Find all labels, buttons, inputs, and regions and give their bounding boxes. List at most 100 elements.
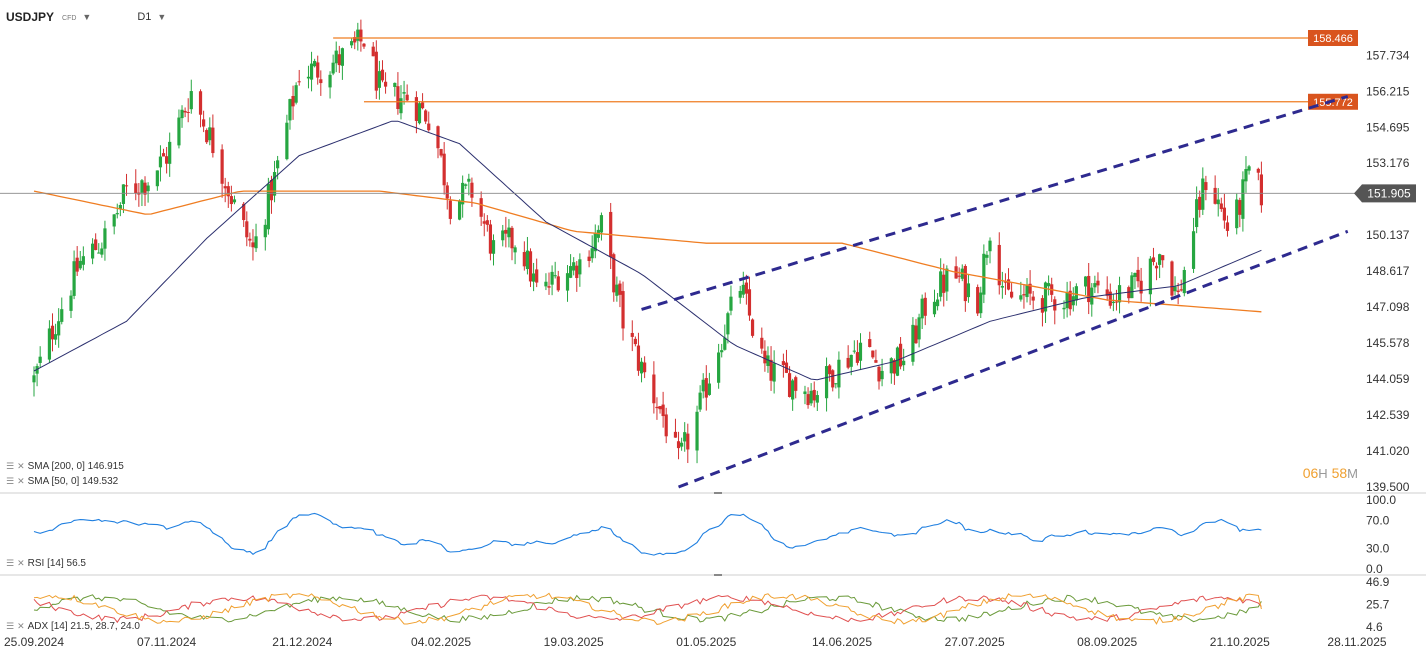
candle-body <box>445 185 449 199</box>
candle-body <box>935 299 940 307</box>
candle-body <box>615 284 619 296</box>
legend-sma50-text: SMA [50, 0] 149.532 <box>27 476 119 487</box>
candle-body <box>205 130 209 143</box>
candle-body <box>291 96 295 107</box>
timer-minutes: 58 <box>1331 465 1348 481</box>
adx-tick-label: 25.7 <box>1366 598 1390 612</box>
candle-body <box>485 220 489 225</box>
candle-body <box>744 282 748 294</box>
candle-body <box>535 269 539 283</box>
date-tick-label: 14.06.2025 <box>812 635 872 649</box>
candle-body <box>420 102 425 109</box>
candle-body <box>815 395 819 403</box>
candle-body <box>553 275 557 277</box>
candle-body <box>550 271 554 285</box>
candle-body <box>251 242 255 248</box>
candle-body <box>633 338 637 345</box>
candle-body <box>1136 269 1140 282</box>
candle-body <box>902 360 906 366</box>
candle-body <box>448 200 452 219</box>
candle-body <box>306 76 311 79</box>
candle-body <box>738 290 742 298</box>
candle-body <box>457 200 462 220</box>
candle-body <box>892 360 897 374</box>
candle-body <box>704 378 708 398</box>
candle-body <box>1191 231 1196 269</box>
candle-body <box>356 29 360 41</box>
candle-body <box>565 273 570 291</box>
adx-tick-label: 46.9 <box>1366 575 1390 589</box>
candle-body <box>316 62 320 78</box>
candle-body <box>140 180 144 193</box>
settings-list-icon[interactable]: ☰ <box>6 558 15 568</box>
candle-body <box>124 185 129 187</box>
candle-body <box>501 230 505 241</box>
candle-body <box>399 98 403 114</box>
candle-body <box>578 259 582 275</box>
candle-body <box>334 50 338 64</box>
candle-body <box>380 69 385 81</box>
candle-body <box>38 356 42 363</box>
candle-body <box>528 251 533 282</box>
timeframe-dropdown-chevron-down-icon[interactable]: ▼ <box>157 12 167 22</box>
close-icon[interactable]: ✕ <box>17 476 25 486</box>
candle-body <box>763 350 767 364</box>
candle-body <box>1019 295 1023 300</box>
settings-list-icon[interactable]: ☰ <box>6 476 15 486</box>
candle-body <box>1151 257 1156 262</box>
price-tick-label: 142.539 <box>1366 408 1410 422</box>
candle-body <box>1182 270 1186 294</box>
candle-body <box>60 309 64 322</box>
settings-list-icon[interactable]: ☰ <box>6 621 15 631</box>
candle-body <box>1201 178 1205 210</box>
level-price-label: 158.466 <box>1313 33 1353 45</box>
candle-body <box>488 224 493 254</box>
candle-body <box>1222 207 1226 221</box>
candle-body <box>405 94 409 101</box>
candle-body <box>1238 200 1242 215</box>
candle-body <box>547 286 551 288</box>
date-tick-label: 01.05.2025 <box>676 635 736 649</box>
adx-line <box>33 592 1262 625</box>
candle-body <box>809 390 813 404</box>
candle-body <box>1031 296 1035 301</box>
candle-body <box>118 205 122 209</box>
candle-body <box>1006 279 1011 290</box>
candle-body <box>701 379 705 392</box>
candle-body <box>161 153 166 157</box>
candle-body <box>226 186 230 197</box>
symbol-dropdown-chevron-down-icon[interactable]: ▼ <box>82 12 92 22</box>
candle-body <box>1108 291 1112 306</box>
candle-body <box>75 257 79 272</box>
candle-body <box>396 86 400 109</box>
candle-countdown: 06H 58M <box>1303 465 1358 481</box>
candle-body <box>1028 283 1032 294</box>
candle-body <box>621 291 625 329</box>
candle-body <box>245 221 249 238</box>
candle-body <box>932 301 937 315</box>
candle-body <box>572 262 576 271</box>
close-icon[interactable]: ✕ <box>17 558 25 568</box>
candle-body <box>1025 284 1029 298</box>
candle-body <box>337 54 341 66</box>
legend-rsi: ☰ ✕ RSI [14] 56.5 <box>6 558 86 569</box>
candle-body <box>831 370 835 388</box>
candle-body <box>81 256 85 265</box>
candle-body <box>914 325 918 344</box>
candle-body <box>1148 258 1152 295</box>
candle-body <box>945 268 949 292</box>
close-icon[interactable]: ✕ <box>17 621 25 631</box>
candle-body <box>544 281 548 287</box>
candle-body <box>726 313 730 335</box>
candle-body <box>115 213 119 215</box>
candle-body <box>630 332 634 337</box>
legend-sma200: ☰ ✕ SMA [200, 0] 146.915 <box>6 461 124 472</box>
candle-body <box>889 358 893 374</box>
candle-body <box>1084 276 1088 287</box>
candle-body <box>803 391 807 395</box>
candle-body <box>575 265 579 279</box>
candle-body <box>979 292 983 314</box>
close-icon[interactable]: ✕ <box>17 461 25 471</box>
settings-list-icon[interactable]: ☰ <box>6 461 15 471</box>
